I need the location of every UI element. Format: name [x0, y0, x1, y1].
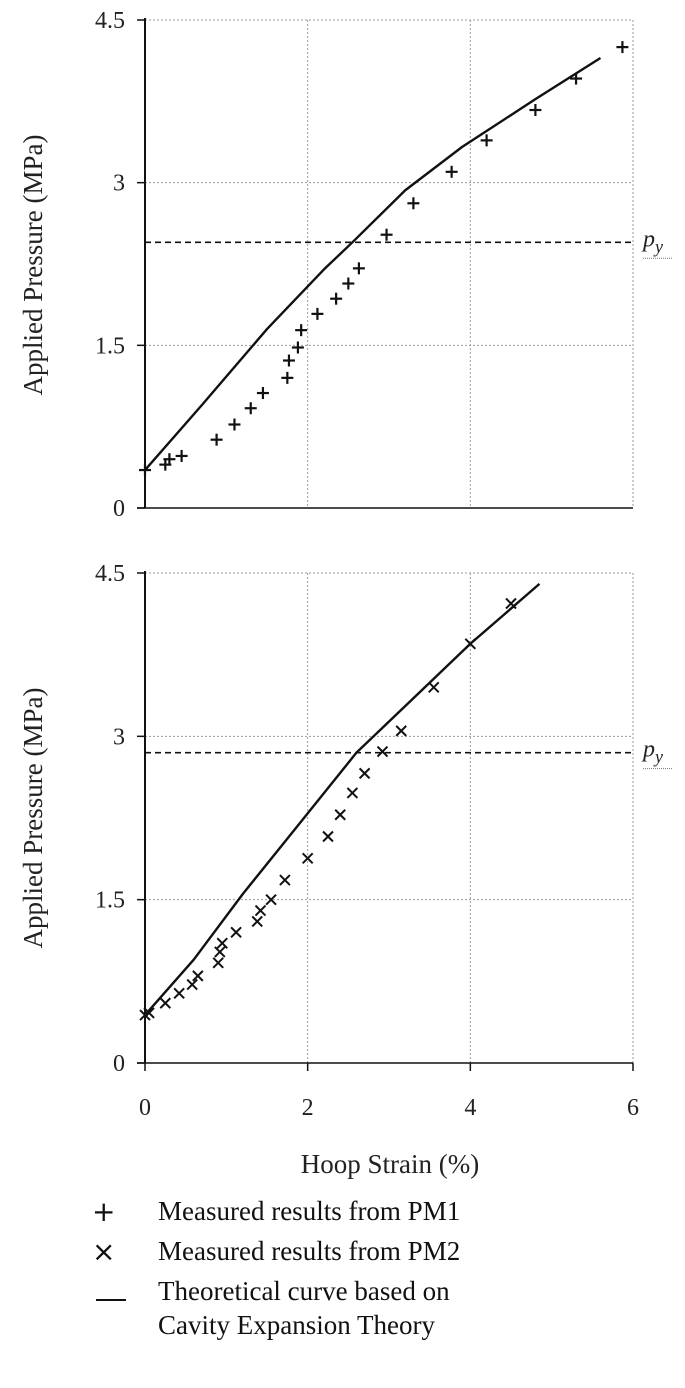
data-point-pm2	[322, 830, 334, 843]
data-point-pm2	[376, 745, 389, 758]
chart-legend: + Measured results from PM1 × Measured r…	[84, 1194, 674, 1346]
marker-stroke	[346, 787, 359, 799]
data-point-pm1	[330, 292, 343, 305]
marker-stroke	[358, 767, 371, 780]
marker-stroke	[192, 970, 204, 982]
data-point-pm1	[529, 104, 542, 117]
theoretical-curve	[144, 582, 541, 1016]
x-tick-label: 2	[302, 1095, 314, 1121]
data-point-pm2	[173, 987, 185, 1000]
data-point-pm1	[616, 41, 629, 54]
marker-stroke	[279, 874, 291, 886]
data-point-pm1	[210, 433, 223, 446]
data-point-pm1	[256, 387, 269, 400]
legend-label-theory-line2: Cavity Expansion Theory	[158, 1310, 435, 1340]
theoretical-curve	[144, 56, 602, 471]
marker-stroke	[230, 926, 242, 939]
data-point-pm1	[244, 402, 257, 415]
yield-pressure-label: py	[641, 737, 663, 767]
data-point-pm2	[279, 874, 291, 886]
x-tick-label: 6	[627, 1095, 639, 1121]
x-tick-label: 0	[139, 1095, 151, 1121]
data-point-pm1	[295, 324, 308, 337]
data-point-pm2	[254, 904, 267, 917]
data-point-pm2	[428, 681, 440, 694]
marker-stroke	[334, 809, 346, 821]
data-point-pm2	[230, 926, 242, 939]
data-point-pm1	[282, 354, 295, 367]
marker-stroke	[505, 597, 517, 610]
marker-stroke	[214, 946, 226, 958]
data-point-pm1	[228, 418, 241, 431]
y-tick-label: 4.5	[95, 8, 125, 34]
data-point-pm2	[214, 946, 226, 958]
data-point-pm2	[212, 957, 224, 969]
legend-label-pm1: Measured results from PM1	[158, 1196, 461, 1226]
yield-pressure-label: py	[641, 226, 663, 256]
legend-label-theory-line1: Theoretical curve based on	[158, 1276, 450, 1306]
marker-stroke	[376, 745, 389, 758]
chart-panel-pm1: 0 1.5 3 4.5 py	[95, 8, 673, 522]
marker-stroke	[301, 852, 314, 864]
data-point-pm2	[358, 767, 371, 780]
data-point-pm1	[311, 307, 324, 320]
marker-stroke	[395, 725, 407, 737]
marker-stroke	[216, 937, 228, 949]
y-axis-label-bottom: Applied Pressure (MPa)	[18, 688, 48, 949]
data-point-pm1	[281, 371, 294, 384]
marker-stroke	[428, 681, 440, 694]
data-point-pm2	[216, 937, 228, 949]
data-point-pm2	[265, 893, 277, 906]
marker-stroke	[265, 893, 277, 906]
data-point-pm1	[163, 453, 176, 466]
data-point-pm1	[352, 262, 365, 275]
cross-marker-icon: ×	[92, 1235, 116, 1268]
data-point-pm2	[301, 852, 314, 864]
data-point-pm1	[342, 277, 355, 290]
y-tick-label: 0	[113, 1051, 125, 1077]
y-tick-label: 0	[113, 496, 125, 522]
data-point-pm2	[143, 1007, 155, 1019]
data-point-pm2	[346, 787, 359, 799]
data-point-pm2	[251, 915, 263, 928]
chart-panel-pm2: 0 1.5 3 4.5 0 2 4 6 py	[95, 561, 673, 1121]
data-point-pm1	[175, 449, 188, 462]
legend-item-theory: Theoretical curve based on Cavity Expans…	[84, 1274, 674, 1346]
y-tick-label: 4.5	[95, 561, 125, 587]
x-tick-label: 4	[464, 1095, 476, 1121]
data-point-pm1	[445, 165, 458, 178]
data-point-pm2	[159, 997, 172, 1009]
y-tick-label: 3	[113, 724, 125, 750]
data-point-pm1	[380, 228, 393, 241]
marker-stroke	[143, 1007, 155, 1019]
x-axis-label: Hoop Strain (%)	[301, 1149, 479, 1179]
data-point-pm2	[192, 970, 204, 982]
legend-item-pm2: × Measured results from PM2	[84, 1234, 674, 1274]
marker-stroke	[212, 957, 224, 969]
legend-label-pm2: Measured results from PM2	[158, 1236, 461, 1266]
data-point-pm1	[291, 341, 304, 354]
data-point-pm2	[186, 978, 198, 991]
data-point-pm1	[480, 134, 493, 147]
data-point-pm1	[407, 197, 420, 210]
y-tick-label: 1.5	[95, 333, 125, 359]
marker-stroke	[254, 904, 267, 917]
marker-stroke	[159, 997, 172, 1009]
legend-item-pm1: + Measured results from PM1	[84, 1194, 674, 1234]
line-marker-icon	[84, 1274, 158, 1310]
data-point-pm2	[334, 809, 346, 821]
plus-marker-icon: +	[92, 1195, 116, 1228]
y-axis-label-top: Applied Pressure (MPa)	[18, 135, 48, 396]
marker-stroke	[322, 830, 334, 843]
marker-stroke	[173, 987, 185, 1000]
data-point-pm2	[395, 725, 407, 737]
marker-stroke	[251, 915, 263, 928]
y-tick-label: 1.5	[95, 888, 125, 914]
marker-stroke	[186, 978, 198, 991]
y-tick-label: 3	[113, 171, 125, 197]
